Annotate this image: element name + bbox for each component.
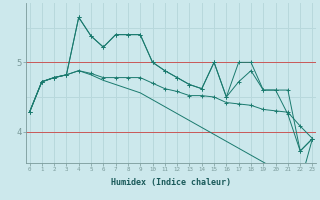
X-axis label: Humidex (Indice chaleur): Humidex (Indice chaleur)	[111, 178, 231, 187]
